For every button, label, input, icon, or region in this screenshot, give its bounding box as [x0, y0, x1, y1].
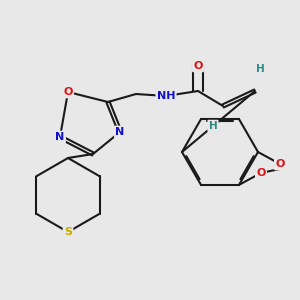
Text: O: O	[275, 159, 285, 169]
Text: N: N	[56, 132, 64, 142]
Text: H: H	[256, 64, 264, 74]
Text: O: O	[63, 87, 73, 97]
Text: O: O	[256, 168, 266, 178]
Text: O: O	[193, 61, 203, 71]
Text: S: S	[64, 227, 72, 237]
Text: N: N	[116, 127, 124, 137]
Text: NH: NH	[157, 91, 175, 101]
Text: H: H	[208, 121, 217, 131]
